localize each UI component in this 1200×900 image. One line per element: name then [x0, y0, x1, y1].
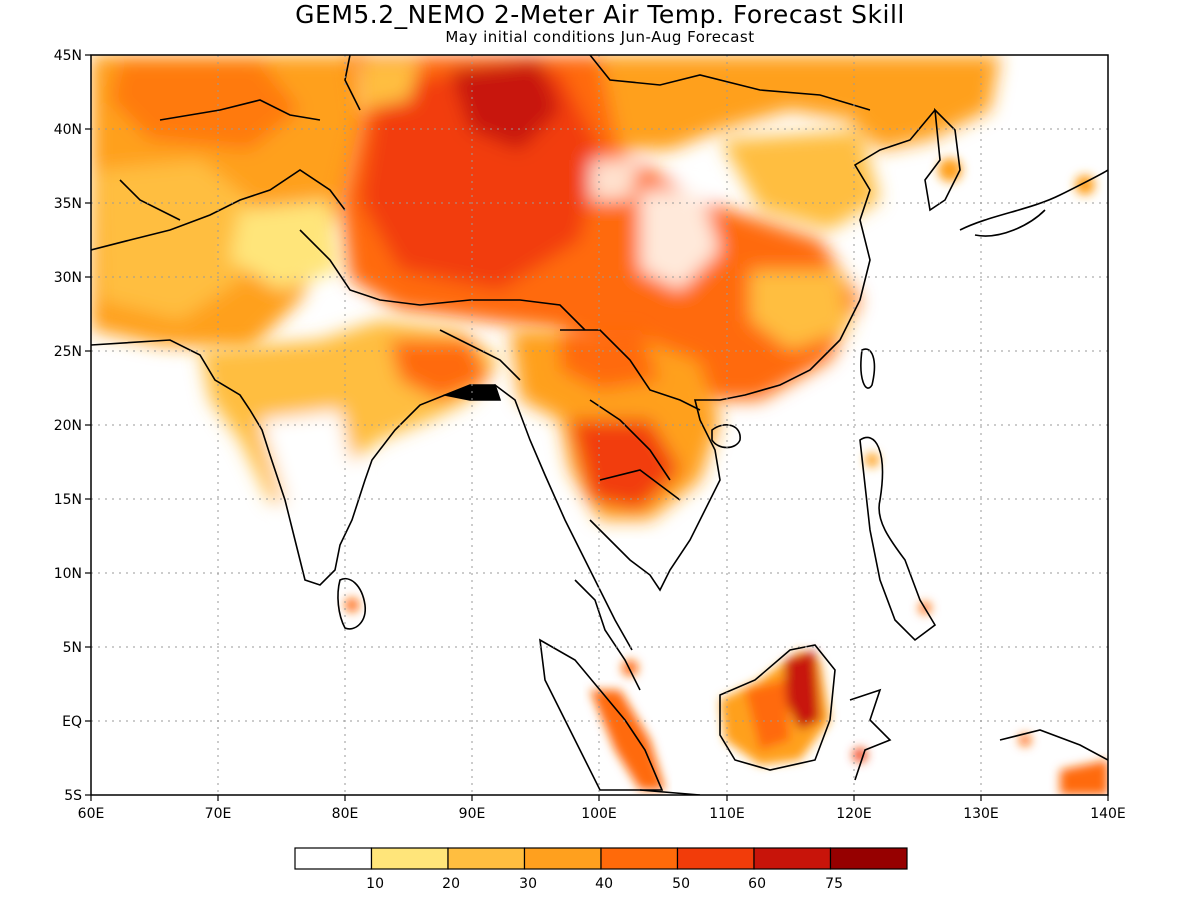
colorbar-label: 60	[748, 876, 766, 892]
colorbar-bin	[600, 847, 679, 870]
colorbar-label: 40	[595, 876, 613, 892]
colorbar-label: 50	[672, 876, 690, 892]
colorbar-bin	[523, 847, 602, 870]
colorbar-label: 30	[519, 876, 537, 892]
colorbar-bin	[676, 847, 755, 870]
y-tick-label: 5N	[63, 640, 82, 656]
colorbar-label: 20	[442, 876, 460, 892]
y-tick-label: 5S	[64, 788, 82, 804]
y-tick-label: 40N	[54, 122, 82, 138]
colorbar: 10 20 30 40 50 60 75	[294, 847, 908, 892]
x-tick-label: 130E	[963, 806, 999, 822]
x-tick-label: 60E	[78, 806, 105, 822]
y-tick-label: 35N	[54, 196, 82, 212]
colorbar-bin	[294, 847, 373, 870]
x-tick-label: 110E	[709, 806, 745, 822]
colorbar-bin	[829, 847, 908, 870]
colorbar-bin	[370, 847, 449, 870]
colorbar-label: 10	[366, 876, 384, 892]
colorbar-label: 75	[825, 876, 843, 892]
colorbar-bin	[753, 847, 832, 870]
y-tick-label: 20N	[54, 418, 82, 434]
colorbar-bin	[447, 847, 526, 870]
map-title: GEM5.2_NEMO 2-Meter Air Temp. Forecast S…	[295, 0, 905, 29]
y-tick-label: 30N	[54, 270, 82, 286]
x-tick-label: 70E	[205, 806, 232, 822]
y-tick-label: 10N	[54, 566, 82, 582]
y-tick-label: 15N	[54, 492, 82, 508]
gridlines	[91, 55, 1108, 795]
y-tick-label: 45N	[54, 48, 82, 64]
x-tick-label: 140E	[1090, 806, 1126, 822]
x-axis-labels: 60E 70E 80E 90E 100E 110E 120E 130E 140E	[78, 806, 1126, 822]
y-axis-labels: 45N 40N 35N 30N 25N 20N 15N 10N 5N EQ 5S	[54, 48, 82, 804]
x-tick-label: 90E	[459, 806, 486, 822]
coastlines	[91, 55, 1108, 795]
x-tick-label: 120E	[836, 806, 872, 822]
x-tick-label: 100E	[581, 806, 617, 822]
x-tick-label: 80E	[332, 806, 359, 822]
skill-shading	[91, 55, 1108, 795]
map-subtitle: May initial conditions Jun-Aug Forecast	[445, 28, 755, 46]
y-tick-label: EQ	[62, 714, 82, 730]
y-tick-label: 25N	[54, 344, 82, 360]
